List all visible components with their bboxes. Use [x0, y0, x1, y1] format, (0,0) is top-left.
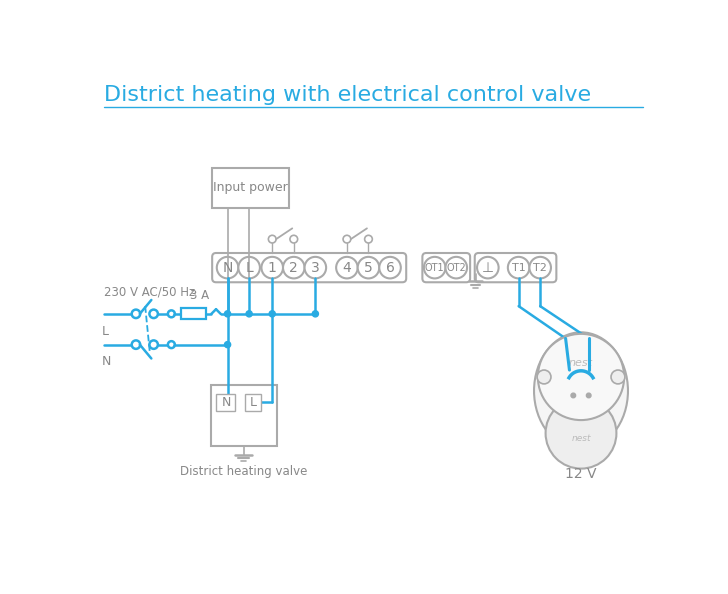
Circle shape	[529, 257, 551, 279]
FancyBboxPatch shape	[212, 253, 406, 282]
Text: nest: nest	[571, 434, 590, 443]
Text: 2: 2	[290, 261, 298, 274]
Text: N: N	[221, 396, 231, 409]
Bar	[216, 394, 234, 411]
Circle shape	[379, 257, 401, 279]
Circle shape	[571, 393, 576, 398]
Circle shape	[149, 340, 158, 349]
Circle shape	[424, 257, 446, 279]
Circle shape	[343, 235, 351, 243]
Circle shape	[446, 257, 467, 279]
Bar	[245, 394, 261, 411]
Circle shape	[357, 257, 379, 279]
Circle shape	[283, 257, 304, 279]
Circle shape	[224, 311, 231, 317]
Circle shape	[336, 257, 357, 279]
Circle shape	[168, 310, 175, 317]
Circle shape	[132, 340, 141, 349]
Text: T2: T2	[533, 263, 547, 273]
Text: OT1: OT1	[425, 263, 445, 273]
Circle shape	[508, 257, 529, 279]
Text: Input power: Input power	[213, 181, 288, 194]
Text: District heating valve: District heating valve	[180, 465, 307, 478]
Circle shape	[537, 370, 551, 384]
Bar	[212, 168, 289, 207]
Circle shape	[149, 309, 158, 318]
Circle shape	[261, 257, 283, 279]
Circle shape	[238, 257, 260, 279]
Text: 6: 6	[386, 261, 395, 274]
Circle shape	[538, 334, 624, 420]
FancyBboxPatch shape	[422, 253, 470, 282]
Text: 3 A: 3 A	[189, 289, 209, 302]
Circle shape	[304, 257, 326, 279]
Text: ⊥: ⊥	[482, 261, 494, 274]
Bar	[210, 386, 277, 446]
Circle shape	[246, 311, 252, 317]
Circle shape	[290, 235, 298, 243]
Text: L: L	[102, 324, 109, 337]
Circle shape	[269, 311, 275, 317]
Text: 5: 5	[364, 261, 373, 274]
Text: L: L	[245, 261, 253, 274]
Circle shape	[611, 370, 625, 384]
Bar	[181, 308, 206, 319]
Text: L: L	[250, 396, 256, 409]
Ellipse shape	[534, 332, 628, 449]
Circle shape	[545, 398, 617, 469]
Text: T1: T1	[512, 263, 526, 273]
Text: OT2: OT2	[446, 263, 466, 273]
Text: District heating with electrical control valve: District heating with electrical control…	[103, 85, 590, 105]
Text: nest: nest	[569, 358, 593, 368]
Circle shape	[224, 342, 231, 347]
Text: 1: 1	[268, 261, 277, 274]
Circle shape	[168, 341, 175, 348]
Circle shape	[132, 309, 141, 318]
Text: 12 V: 12 V	[565, 467, 597, 481]
Text: N: N	[222, 261, 233, 274]
Text: 3: 3	[311, 261, 320, 274]
Circle shape	[312, 311, 318, 317]
Circle shape	[365, 235, 372, 243]
Circle shape	[477, 257, 499, 279]
Text: N: N	[102, 355, 111, 368]
Circle shape	[217, 257, 238, 279]
Text: 4: 4	[343, 261, 352, 274]
FancyBboxPatch shape	[475, 253, 556, 282]
Circle shape	[586, 393, 591, 398]
Text: 230 V AC/50 Hz: 230 V AC/50 Hz	[103, 286, 195, 298]
Circle shape	[269, 235, 276, 243]
